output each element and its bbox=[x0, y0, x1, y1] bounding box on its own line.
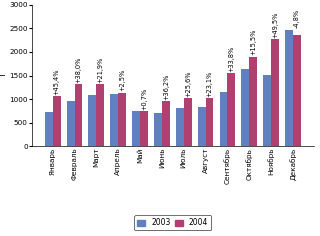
Text: +23,1%: +23,1% bbox=[207, 71, 213, 97]
Text: +33,8%: +33,8% bbox=[228, 45, 235, 72]
Bar bbox=[132, 111, 140, 146]
Legend: 2003, 2004: 2003, 2004 bbox=[134, 215, 211, 230]
Y-axis label: Т: Т bbox=[0, 73, 8, 78]
Bar bbox=[198, 107, 205, 146]
Bar bbox=[293, 35, 301, 146]
Bar bbox=[241, 69, 249, 146]
Text: +15,5%: +15,5% bbox=[250, 29, 256, 55]
Text: +36,2%: +36,2% bbox=[163, 73, 169, 100]
Text: +49,5%: +49,5% bbox=[272, 11, 278, 38]
Text: +25,6%: +25,6% bbox=[185, 71, 191, 97]
Bar bbox=[184, 98, 192, 146]
Bar bbox=[67, 101, 75, 146]
Bar bbox=[75, 84, 82, 146]
Bar bbox=[285, 30, 293, 146]
Bar bbox=[110, 94, 118, 146]
Bar bbox=[45, 112, 53, 146]
Bar bbox=[249, 57, 257, 146]
Bar bbox=[220, 92, 228, 146]
Text: +38,0%: +38,0% bbox=[76, 57, 82, 83]
Bar bbox=[154, 113, 162, 146]
Bar bbox=[89, 95, 96, 146]
Bar bbox=[162, 101, 170, 146]
Text: +2,5%: +2,5% bbox=[119, 69, 125, 91]
Bar bbox=[271, 39, 279, 146]
Bar bbox=[205, 98, 213, 146]
Bar bbox=[228, 73, 235, 146]
Bar bbox=[176, 108, 184, 146]
Bar bbox=[53, 96, 60, 146]
Text: -4,8%: -4,8% bbox=[294, 9, 300, 28]
Text: +21,9%: +21,9% bbox=[98, 56, 103, 83]
Bar bbox=[263, 75, 271, 146]
Text: +45,4%: +45,4% bbox=[54, 68, 60, 95]
Bar bbox=[96, 84, 104, 146]
Text: +0,7%: +0,7% bbox=[141, 88, 147, 110]
Bar bbox=[118, 93, 126, 146]
Bar bbox=[140, 111, 148, 146]
